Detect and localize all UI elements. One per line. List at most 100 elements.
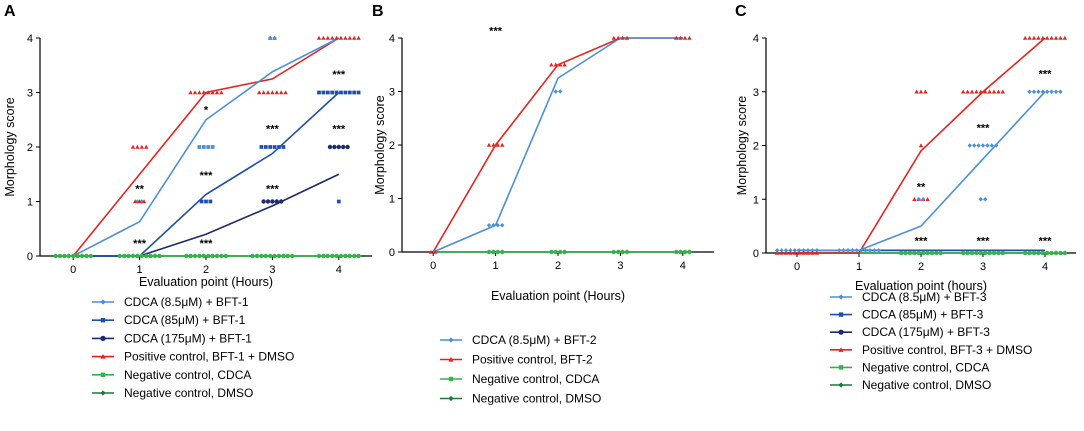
data-point	[553, 62, 558, 67]
data-point	[991, 89, 997, 94]
data-point	[428, 249, 434, 254]
data-point	[687, 35, 692, 40]
legend-marker	[838, 294, 844, 300]
data-point	[141, 199, 147, 204]
data-point	[495, 142, 500, 147]
data-point	[965, 89, 970, 94]
data-point	[682, 249, 688, 255]
data-point	[261, 199, 266, 204]
data-point	[788, 250, 793, 255]
data-point	[801, 248, 806, 253]
legend-entry: CDCA (85μM) + BFT-1	[92, 313, 246, 327]
data-point	[914, 89, 919, 94]
legend-marker	[838, 329, 844, 335]
data-point	[486, 249, 492, 255]
data-point	[268, 253, 273, 259]
data-point	[53, 253, 58, 259]
legend-entry: Negative control, DMSO	[92, 386, 253, 400]
data-point	[188, 253, 193, 259]
data-point	[978, 197, 983, 202]
data-point	[562, 249, 567, 255]
data-point	[321, 35, 326, 40]
data-point	[976, 143, 981, 148]
data-point	[989, 143, 994, 148]
significance-label: ***	[133, 238, 147, 250]
x-tick-label: 4	[1042, 261, 1048, 273]
data-point	[339, 90, 343, 95]
data-point	[325, 35, 330, 40]
data-point	[486, 223, 492, 228]
data-point	[1040, 35, 1045, 40]
data-point	[1045, 89, 1050, 94]
y-tick-label: 3	[389, 87, 395, 99]
data-point	[321, 90, 326, 95]
data-point	[624, 249, 630, 255]
y-tick-label: 4	[389, 33, 395, 45]
panel-letter: B	[372, 3, 384, 20]
data-point	[135, 253, 140, 259]
data-point	[263, 145, 268, 149]
data-point	[1036, 89, 1041, 94]
significance-label: **	[917, 182, 926, 194]
data-point	[152, 253, 158, 259]
data-point	[805, 250, 811, 255]
y-axis-label: Morphology score	[373, 95, 387, 194]
data-point	[1062, 250, 1068, 256]
data-point	[1045, 35, 1050, 40]
legend-marker	[838, 382, 844, 388]
data-point	[206, 145, 211, 149]
legend-label: CDCA (175μM) + BFT-1	[124, 331, 252, 345]
data-point	[549, 62, 554, 67]
legend-label: Positive control, BFT-3 + DMSO	[862, 343, 1032, 357]
legend-entry: Negative control, DMSO	[830, 378, 991, 392]
series-line	[72, 37, 340, 257]
legend-label: Positive control, BFT-1 + DMSO	[124, 350, 294, 364]
data-point	[71, 253, 76, 259]
significance-label: ***	[332, 69, 346, 81]
data-point	[996, 89, 1001, 94]
data-point	[204, 199, 208, 204]
data-point	[1053, 35, 1059, 40]
data-point	[259, 145, 264, 149]
data-point	[84, 253, 89, 259]
data-point	[792, 250, 797, 255]
legend-entry: CDCA (8.5μM) + BFT-1	[92, 295, 249, 309]
x-tick-label: 1	[493, 260, 499, 272]
significance-label: ***	[266, 124, 280, 136]
data-point	[899, 250, 904, 256]
x-axis-label: Evaluation point (hours)	[855, 279, 987, 293]
x-tick-label: 0	[430, 260, 436, 272]
data-point	[347, 90, 352, 95]
data-point	[343, 253, 348, 259]
data-point	[491, 249, 496, 255]
data-point	[987, 250, 992, 256]
data-point	[678, 249, 683, 255]
data-point	[983, 250, 988, 256]
y-tick-label: 1	[27, 197, 33, 209]
data-point	[687, 249, 692, 255]
data-point	[553, 89, 558, 94]
data-point	[1027, 89, 1032, 94]
data-point	[261, 90, 266, 95]
data-point	[918, 89, 924, 94]
data-point	[495, 249, 500, 255]
legend-entry: CDCA (85μM) + BFT-3	[830, 308, 984, 322]
data-point	[285, 253, 290, 259]
data-point	[814, 248, 819, 253]
data-point	[867, 248, 873, 253]
data-point	[500, 249, 505, 255]
data-point	[1027, 35, 1032, 40]
legend-entry: CDCA (175μM) + BFT-3	[830, 325, 990, 339]
data-point	[259, 253, 264, 259]
legend-entry: CDCA (175μM) + BFT-1	[92, 331, 252, 345]
legend-marker	[448, 356, 454, 362]
data-point	[912, 197, 917, 202]
y-axis-label: Morphology score	[735, 96, 749, 195]
data-point	[356, 35, 361, 40]
legend-label: Negative control, DMSO	[472, 392, 601, 406]
legend-entry: Negative control, DMSO	[440, 392, 601, 406]
legend-entry: Negative control, CDCA	[92, 368, 251, 382]
data-point	[325, 253, 330, 259]
data-point	[620, 249, 625, 255]
data-point	[779, 250, 784, 255]
